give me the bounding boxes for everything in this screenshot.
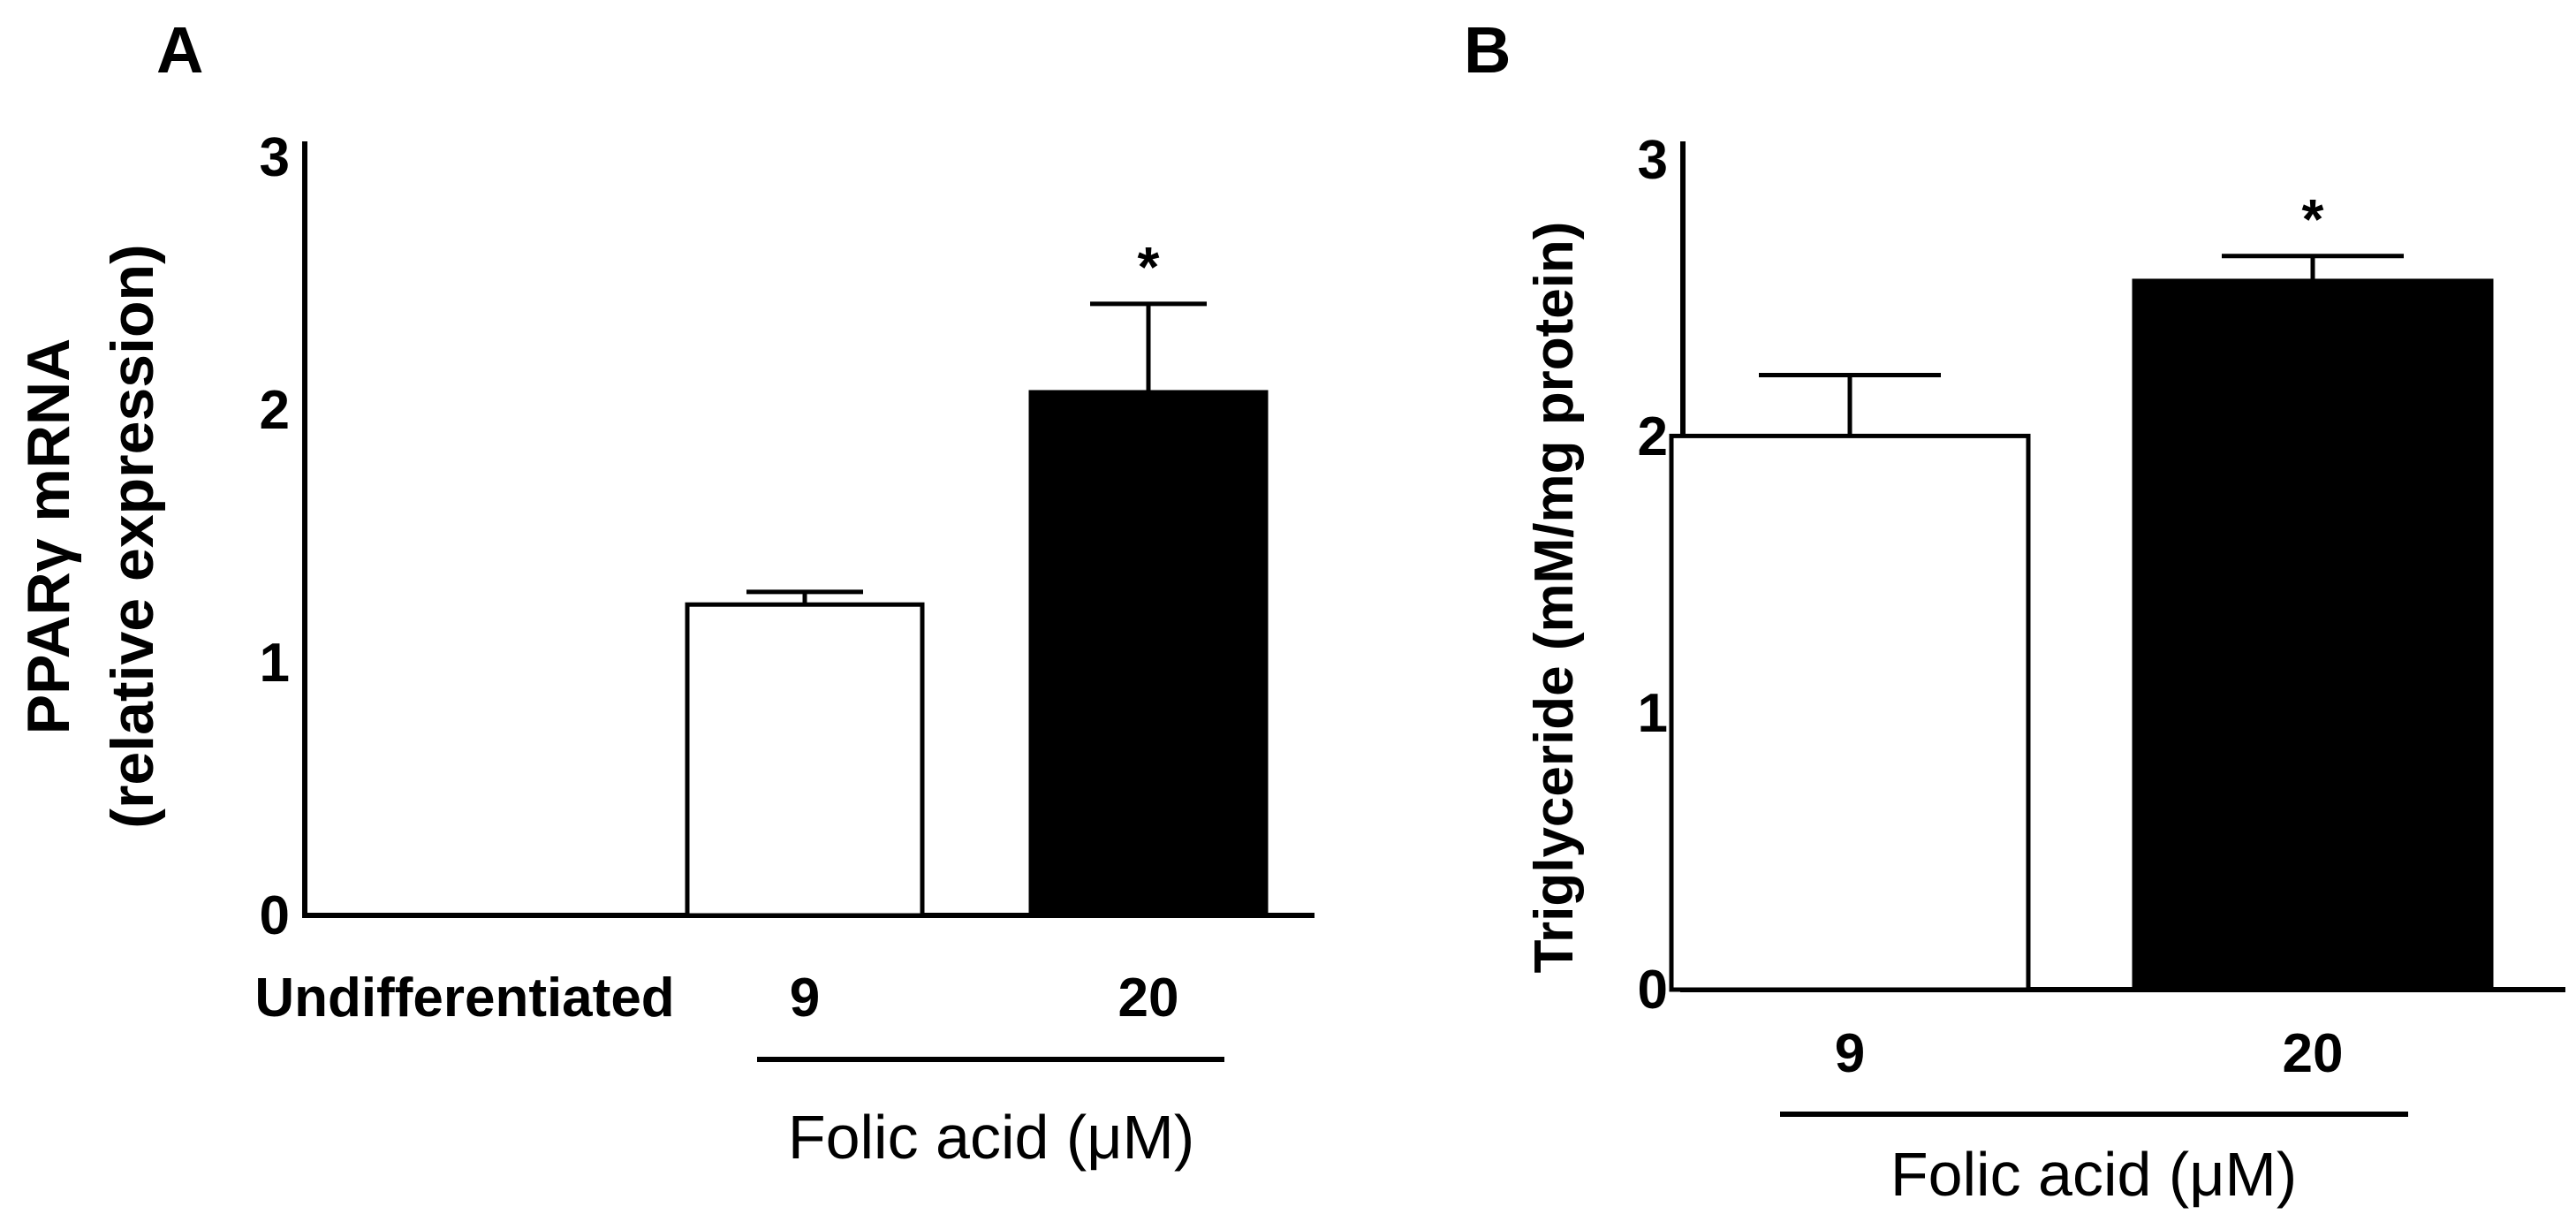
bar-9um xyxy=(1669,433,2031,992)
error-bar-20um xyxy=(1090,301,1207,392)
panel-b-ytick-2: 2 xyxy=(1638,406,1668,467)
panel-a-ytick-1: 1 xyxy=(260,633,290,694)
bar-20um xyxy=(1028,390,1269,918)
panel-b-xtick-20: 20 xyxy=(2283,1023,2344,1084)
panel-b-ytick-3: 3 xyxy=(1638,130,1668,191)
panel-a-xtick-9: 9 xyxy=(790,968,820,1028)
panel-a-significance: * xyxy=(1138,235,1160,299)
significance-20um: * xyxy=(1138,235,1160,299)
error-bar-9um xyxy=(1759,372,1941,436)
panel-b-xtick-9: 9 xyxy=(1835,1023,1865,1084)
panel-a: A PPARγ mRNA (relative expression) 0 1 2… xyxy=(15,13,1315,1172)
panel-b-x-tick-labels: 9 20 xyxy=(1835,1023,2344,1084)
panel-b-significance: * xyxy=(2302,187,2324,251)
panel-b-group-label: Folic acid (μM) xyxy=(1890,1140,2297,1209)
error-bar-20um xyxy=(2222,254,2404,281)
panel-a-ylabel-line1: PPARγ mRNA xyxy=(15,338,82,734)
panel-b-bars xyxy=(1669,278,2494,992)
panel-b: B Triglyceride (mM/mg protein) 0 1 2 3 *… xyxy=(1464,13,2565,1209)
error-bar-9um xyxy=(746,589,863,605)
panel-a-ytick-3: 3 xyxy=(260,127,290,188)
panel-a-bars xyxy=(685,390,1269,918)
panel-b-letter: B xyxy=(1464,13,1511,87)
panel-a-xtick-20: 20 xyxy=(1118,968,1179,1028)
panel-b-ylabel: Triglyceride (mM/mg protein) xyxy=(1524,222,1585,974)
significance-20um: * xyxy=(2302,187,2324,251)
bar-9um xyxy=(685,602,925,918)
panel-a-error-bars xyxy=(746,301,1207,605)
panel-a-x-tick-labels: Undifferentiated 9 20 xyxy=(254,968,1178,1028)
panel-a-ylabel-line2: (relative expression) xyxy=(99,244,166,828)
bar-20um xyxy=(2132,278,2494,992)
panel-a-letter: A xyxy=(156,13,203,87)
panel-a-y-tick-labels: 0 1 2 3 xyxy=(260,127,290,946)
panel-a-xtick-undifferentiated: Undifferentiated xyxy=(254,968,674,1028)
panel-b-error-bars xyxy=(1759,254,2404,436)
panel-a-group-label: Folic acid (μM) xyxy=(788,1103,1194,1172)
panel-a-ytick-0: 0 xyxy=(260,885,290,946)
panel-a-ytick-2: 2 xyxy=(260,380,290,441)
panel-b-y-tick-labels: 0 1 2 3 xyxy=(1638,130,1668,1021)
panel-b-ytick-1: 1 xyxy=(1638,683,1668,744)
panel-b-ytick-0: 0 xyxy=(1638,960,1668,1021)
